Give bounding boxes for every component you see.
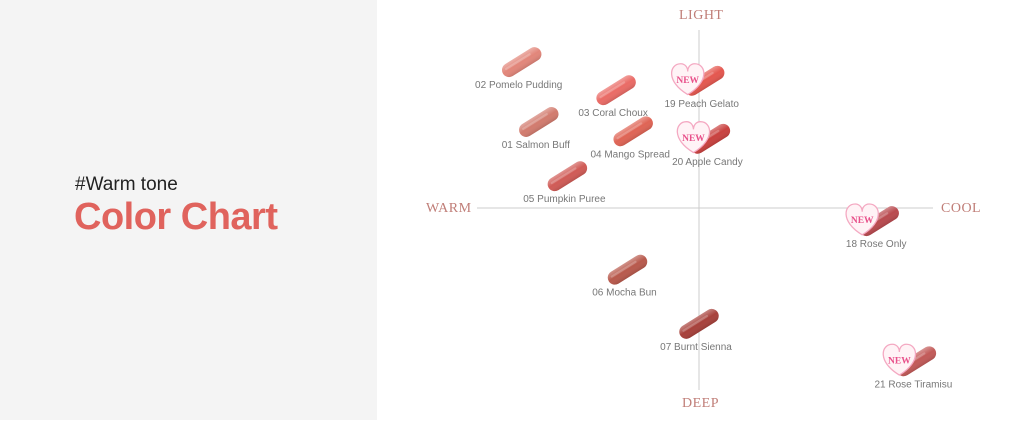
- swatch-label: 01 Salmon Buff: [502, 140, 570, 151]
- left-panel: #Warm tone Color Chart: [0, 0, 377, 420]
- hashtag-text: #Warm tone: [75, 174, 178, 195]
- chart-svg: 02 Pomelo Pudding 03 Coral Choux NEW 19 Pea…: [475, 30, 952, 390]
- swatch-mark: [519, 107, 559, 137]
- new-badge-text: NEW: [888, 356, 911, 366]
- new-badge: NEW: [845, 203, 879, 236]
- axis-label-warm: WARM: [426, 201, 472, 216]
- axis-label-cool: COOL: [941, 201, 982, 216]
- swatch-mark: [679, 308, 719, 339]
- swatch-point-07-burnt-sienna: 07 Burnt Sienna: [660, 308, 732, 353]
- swatch-point-18-rose-only: NEW 18 Rose Only: [845, 203, 907, 250]
- swatch-point-03-coral-choux: 03 Coral Choux: [578, 75, 648, 119]
- swatch-point-05-pumpkin-puree: 05 Pumpkin Puree: [523, 161, 606, 205]
- swatch-label: 21 Rose Tiramisu: [874, 379, 952, 390]
- swatch-label: 03 Coral Choux: [578, 108, 647, 119]
- page-title: Color Chart: [74, 196, 278, 238]
- swatch-point-02-pomelo-pudding: 02 Pomelo Pudding: [475, 47, 562, 91]
- swatch-label: 07 Burnt Sienna: [660, 342, 732, 353]
- swatch-label: 05 Pumpkin Puree: [523, 194, 606, 205]
- axis-label-deep: DEEP: [682, 396, 719, 411]
- swatch-point-04-mango-spread: 04 Mango Spread: [590, 116, 670, 160]
- new-badge: NEW: [882, 343, 917, 376]
- new-badge-text: NEW: [676, 76, 699, 86]
- swatch-label: 06 Mocha Bun: [592, 288, 657, 299]
- swatch-label: 02 Pomelo Pudding: [475, 80, 562, 91]
- swatch-mark: [547, 161, 588, 192]
- new-badge-text: NEW: [682, 134, 705, 144]
- swatch-mark: [596, 75, 636, 106]
- swatch-point-21-rose-tiramisu: NEW 21 Rose Tiramisu: [874, 343, 952, 390]
- swatch-point-19-peach-gelato: NEW 19 Peach Gelato: [664, 63, 739, 110]
- points-layer: 02 Pomelo Pudding 03 Coral Choux NEW 19 Pea…: [475, 47, 952, 390]
- swatch-label: 18 Rose Only: [846, 239, 907, 250]
- swatch-mark: [607, 254, 648, 285]
- swatch-point-20-apple-candy: NEW 20 Apple Candy: [672, 121, 743, 168]
- swatch-label: 04 Mango Spread: [590, 149, 670, 160]
- swatch-point-06-mocha-bun: 06 Mocha Bun: [592, 254, 657, 299]
- swatch-mark: [613, 116, 653, 147]
- color-chart: 02 Pomelo Pudding 03 Coral Choux NEW 19 Pea…: [377, 0, 1024, 420]
- new-badge-text: NEW: [851, 216, 874, 226]
- swatch-label: 19 Peach Gelato: [664, 99, 739, 110]
- swatch-mark: [501, 47, 542, 78]
- new-badge: NEW: [670, 63, 705, 96]
- swatch-point-01-salmon-buff: 01 Salmon Buff: [502, 107, 570, 151]
- swatch-label: 20 Apple Candy: [672, 157, 743, 168]
- axis-label-light: LIGHT: [679, 8, 724, 23]
- new-badge: NEW: [676, 121, 711, 154]
